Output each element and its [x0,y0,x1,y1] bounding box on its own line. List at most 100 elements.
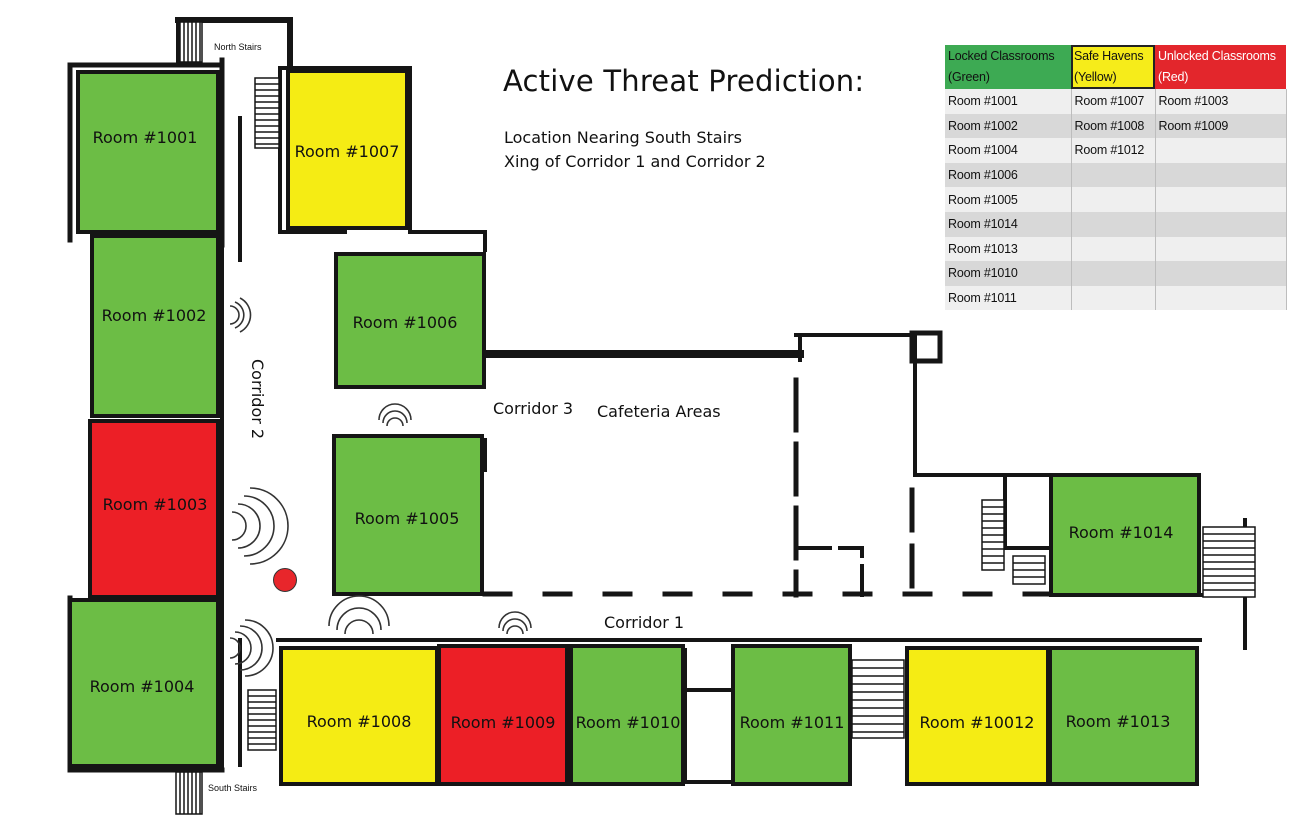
table-cell [1071,211,1156,237]
table-row: Room #1013 [945,236,1287,262]
room-label: Room #1011 [740,713,845,732]
room-label: Room #1013 [1066,712,1171,731]
room-label: Room #10012 [920,713,1035,732]
table-cell: Room #1001 [945,89,1072,114]
table-cell [1155,285,1287,311]
prediction-line: Xing of Corridor 1 and Corridor 2 [504,152,766,171]
table-cell [1155,236,1287,262]
header-safe-havens: Safe Havens (Yellow) [1071,45,1155,89]
room-1013[interactable] [1048,646,1199,786]
corridor-3-label: Corridor 3 [493,399,573,418]
table-cell: Room #1003 [1155,89,1287,114]
table-cell: Room #1013 [945,236,1072,262]
wall [683,648,732,784]
table-row: Room #1011 [945,285,1287,311]
table-row: Room #1006 [945,162,1287,188]
room-1010[interactable] [569,644,685,786]
room-1002[interactable] [90,234,220,418]
east-stairs-c [1012,555,1046,585]
wall [278,66,347,234]
room-label: Room #1008 [307,712,412,731]
room-label: Room #1002 [102,306,207,325]
room-label: Room #1004 [90,677,195,696]
table-cell: Room #1014 [945,211,1072,237]
classroom-status-table: Locked Classrooms (Green) Safe Havens (Yel… [945,45,1287,311]
threat-marker[interactable] [273,568,297,592]
room-1003[interactable] [88,419,220,599]
header-unlocked: Unlocked Classrooms (Red) [1155,45,1286,89]
south-stairs-flight [247,689,277,751]
room-1008[interactable] [279,646,439,786]
page-title: Active Threat Prediction: [503,64,865,98]
table-cell [1155,162,1287,188]
table-cell [1071,285,1156,311]
room-label: Room #1014 [1069,523,1174,542]
table-cell [1071,261,1156,286]
table-cell [1155,211,1287,237]
sensor-wave-icon [229,297,252,333]
middle-stairs [851,659,905,739]
table-cell: Room #1002 [945,113,1072,139]
room-10012[interactable] [905,646,1050,786]
table-cell [1071,187,1156,212]
table-cell: Room #1005 [945,187,1072,212]
room-label: Room #1010 [576,713,681,732]
room-1009[interactable] [437,644,569,786]
room-1001[interactable] [76,70,220,234]
wall [1003,473,1050,550]
room-1005[interactable] [332,434,484,596]
table-cell: Room #1012 [1071,138,1156,163]
north-stairs-flight [254,77,280,149]
room-label: Room #1009 [451,713,556,732]
corridor-2-label: Corridor 2 [248,359,267,439]
header-locked: Locked Classrooms (Green) [945,45,1071,89]
cafeteria-label: Cafeteria Areas [597,402,721,421]
sensor-wave-icon [378,403,412,427]
room-label: Room #1006 [353,313,458,332]
sensor-wave-icon [229,619,274,677]
south-stairs-steps [175,771,203,815]
table-cell: Room #1006 [945,162,1072,188]
wall [798,546,864,597]
table-cell: Room #1004 [945,138,1072,163]
room-1007[interactable] [286,69,409,230]
room-1011[interactable] [731,644,852,786]
east-stairs-b [1202,526,1256,598]
north-stairs-steps [179,21,203,63]
table-row: Room #1004 Room #1012 [945,138,1287,163]
room-label: Room #1005 [355,509,460,528]
room-1006[interactable] [334,252,486,389]
column [909,330,943,364]
room-label: Room #1003 [103,495,208,514]
table-row: Room #1014 [945,211,1287,237]
room-label: Room #1001 [93,128,198,147]
table-row: Room #1005 [945,187,1287,212]
north-stairs-label: North Stairs [214,42,262,52]
table-cell: Room #1011 [945,285,1072,311]
east-stairs-a [981,499,1005,571]
table-row: Room #1010 [945,261,1287,286]
south-stairs-label: South Stairs [208,783,258,793]
corridor-1-label: Corridor 1 [604,613,684,632]
room-1014[interactable] [1049,473,1201,597]
table-cell: Room #1008 [1071,113,1156,139]
sensor-wave-icon [498,611,532,635]
table-row: Room #1002 Room #1008 Room #1009 [945,113,1287,139]
table-cell [1155,138,1287,163]
table-cell [1155,187,1287,212]
table-cell: Room #1009 [1155,113,1287,139]
wall [175,17,293,73]
table-cell: Room #1010 [945,261,1072,286]
wall [278,66,487,252]
table-cell [1155,261,1287,286]
table-row: Room #1001 Room #1007 Room #1003 [945,89,1287,114]
sensor-wave-icon [328,595,390,635]
table-cell [1071,162,1156,188]
prediction-line: Location Nearing South Stairs [504,128,742,147]
sensor-wave-icon [231,487,289,565]
room-1004[interactable] [68,598,220,768]
room-label: Room #1007 [295,142,400,161]
table-cell [1071,236,1156,262]
table-header-row: Locked Classrooms (Green) Safe Havens (Yel… [945,45,1286,89]
